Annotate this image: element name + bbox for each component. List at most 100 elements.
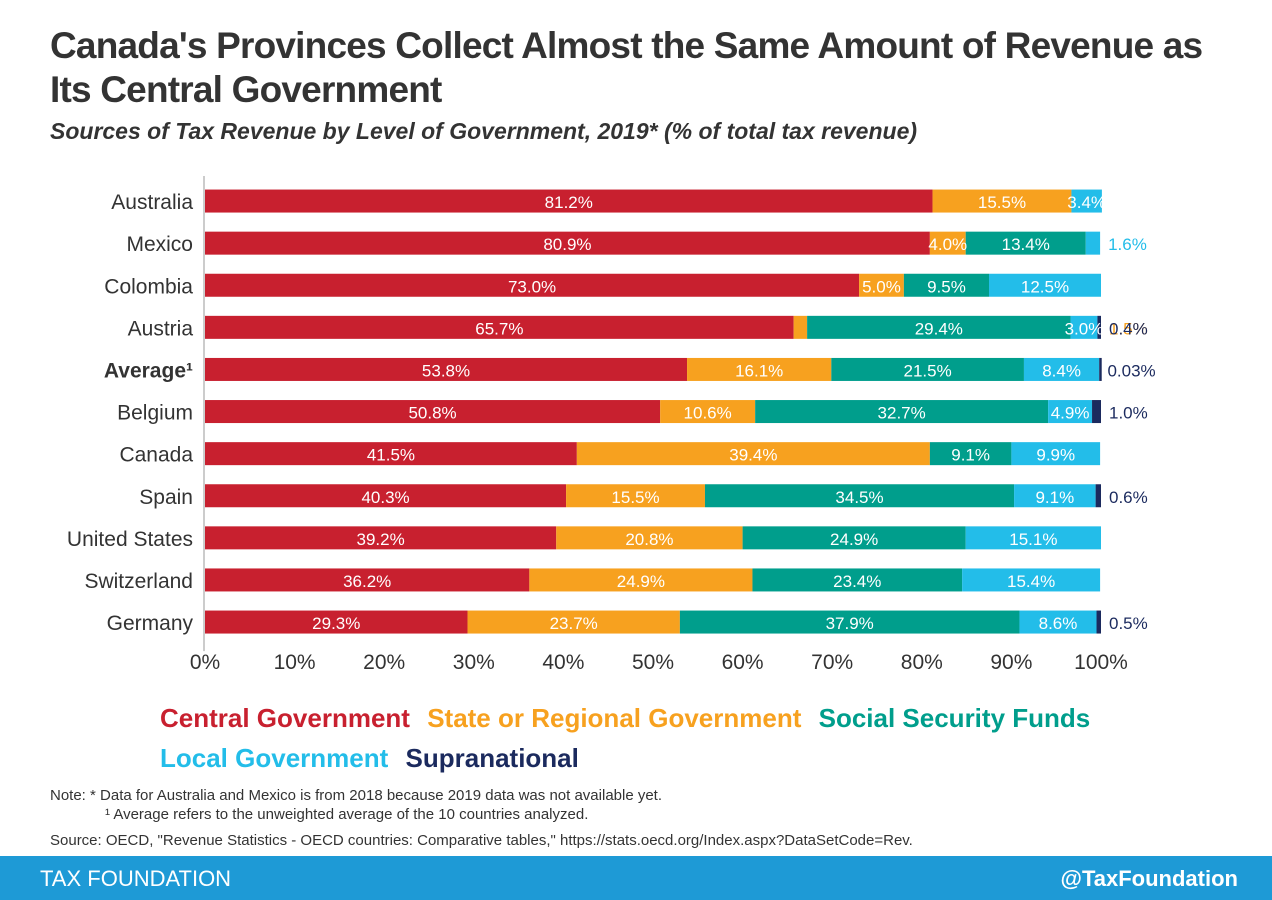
bar-central-government-austria [205, 315, 794, 339]
data-label-social-security-funds-switzerland: 23.4% [833, 572, 881, 591]
data-label-central-government-austria: 65.7% [475, 319, 523, 338]
category-label-canada: Canada [119, 444, 193, 467]
x-tick-label: 70% [811, 651, 853, 674]
bar-supranational-germany [1096, 610, 1101, 634]
x-tick-label: 90% [990, 651, 1032, 674]
data-label-central-government-switzerland: 36.2% [343, 572, 391, 591]
data-label-social-security-funds-average: 21.5% [904, 361, 952, 380]
bar-social-security-funds-canada [929, 442, 1012, 466]
footer-brand: TAX FOUNDATION [40, 866, 232, 891]
data-label-local-government-united-states: 15.1% [1009, 530, 1057, 549]
legend-social-security-funds: Social Security Funds [818, 703, 1091, 733]
bar-supranational-spain [1095, 484, 1101, 508]
bar-state-or-regional-government-canada [576, 442, 930, 466]
bar-local-government-canada [1011, 442, 1101, 466]
x-tick-label: 50% [632, 651, 674, 674]
bar-central-government-colombia [205, 273, 860, 297]
category-label-australia: Australia [111, 191, 193, 214]
data-label-supranational-austria: 0.4% [1109, 319, 1148, 338]
bar-central-government-belgium [205, 400, 661, 424]
category-label-belgium: Belgium [117, 402, 193, 425]
bar-local-government-colombia [989, 273, 1101, 297]
data-label-central-government-germany: 29.3% [312, 614, 360, 633]
x-tick-label: 80% [901, 651, 943, 674]
data-label-social-security-funds-colombia: 9.5% [927, 277, 966, 296]
chart-subtitle: Sources of Tax Revenue by Level of Gover… [50, 118, 918, 144]
category-label-mexico: Mexico [126, 233, 193, 256]
stacked-bar-chart: Australia 81.2% 15.5% 3.4% Mexico 80.9% 4.0% 13… [67, 176, 1156, 674]
bar-central-government-australia [205, 189, 933, 213]
data-label-local-government-austria: 3.0% [1065, 319, 1104, 338]
category-label-austria: Austria [128, 317, 194, 340]
x-tick-label: 10% [274, 651, 316, 674]
bar-local-government-belgium [1048, 400, 1093, 424]
chart-title: Canada's Provinces Collect Almost the Sa… [50, 25, 1203, 110]
data-label-local-government-mexico: 1.6% [1108, 235, 1147, 254]
footer-bar: TAX FOUNDATION @TaxFoundation [0, 856, 1272, 900]
footer-handle: @TaxFoundation [1060, 866, 1238, 891]
data-label-central-government-belgium: 50.8% [408, 404, 456, 423]
data-label-state-or-regional-government-germany: 23.7% [550, 614, 598, 633]
category-label-spain: Spain [139, 486, 193, 509]
bar-state-or-regional-government-switzerland [529, 568, 753, 592]
data-label-state-or-regional-government-canada: 39.4% [729, 446, 777, 465]
data-label-social-security-funds-austria: 29.4% [915, 319, 963, 338]
x-tick-label: 0% [190, 651, 220, 674]
x-tick-label: 20% [363, 651, 405, 674]
bar-supranational-austria [1097, 315, 1101, 339]
x-tick-label: 30% [453, 651, 495, 674]
data-label-central-government-canada: 41.5% [367, 446, 415, 465]
bar-social-security-funds-austria [807, 315, 1071, 339]
bar-state-or-regional-government-belgium [660, 400, 756, 424]
data-label-local-government-canada: 9.9% [1036, 446, 1075, 465]
data-label-state-or-regional-government-austria: 1.5% [1109, 319, 1148, 338]
bar-local-government-average [1023, 357, 1100, 381]
bar-state-or-regional-government-austria [793, 315, 808, 339]
data-label-central-government-average: 53.8% [422, 361, 470, 380]
bar-local-government-switzerland [962, 568, 1101, 592]
chart-legend: Central Government State or Regional Gov… [160, 698, 1120, 778]
data-label-state-or-regional-government-united-states: 20.8% [625, 530, 673, 549]
bar-social-security-funds-united-states [742, 526, 966, 550]
bar-central-government-average [205, 357, 688, 381]
bar-social-security-funds-belgium [755, 400, 1049, 424]
bar-state-or-regional-government-germany [467, 610, 680, 634]
bar-social-security-funds-spain [704, 484, 1015, 508]
bar-supranational-belgium [1092, 400, 1101, 424]
bar-central-government-united-states [205, 526, 557, 550]
data-label-social-security-funds-mexico: 13.4% [1002, 235, 1050, 254]
data-label-central-government-australia: 81.2% [545, 193, 593, 212]
data-label-central-government-united-states: 39.2% [357, 530, 405, 549]
data-label-state-or-regional-government-mexico: 4.0% [928, 235, 967, 254]
bar-local-government-spain [1014, 484, 1096, 508]
data-label-supranational-average: 0.03% [1107, 361, 1155, 380]
data-label-social-security-funds-germany: 37.9% [826, 614, 874, 633]
bar-state-or-regional-government-mexico [929, 231, 966, 255]
bar-local-government-germany [1019, 610, 1097, 634]
data-label-local-government-spain: 9.1% [1035, 488, 1074, 507]
x-tick-label: 60% [722, 651, 764, 674]
bar-state-or-regional-government-colombia [859, 273, 904, 297]
data-label-local-government-colombia: 12.5% [1021, 277, 1069, 296]
legend-state-regional-government: State or Regional Government [427, 703, 802, 733]
data-label-supranational-germany: 0.5% [1109, 614, 1148, 633]
bar-local-government-mexico [1085, 231, 1101, 255]
bar-state-or-regional-government-spain [566, 484, 705, 508]
note-average: ¹ Average refers to the unweighted avera… [105, 806, 589, 823]
note-data-year: Note: * Data for Australia and Mexico is… [50, 787, 663, 804]
bar-state-or-regional-government-united-states [556, 526, 743, 550]
category-label-average: Average¹ [104, 359, 193, 382]
data-label-state-or-regional-government-average: 16.1% [735, 361, 783, 380]
category-label-switzerland: Switzerland [84, 570, 193, 593]
chart-notes: Note: * Data for Australia and Mexico is… [50, 786, 913, 850]
bar-central-government-spain [205, 484, 567, 508]
x-tick-label: 40% [542, 651, 584, 674]
category-label-germany: Germany [107, 612, 194, 635]
data-label-local-government-switzerland: 15.4% [1007, 572, 1055, 591]
data-label-state-or-regional-government-australia: 15.5% [978, 193, 1026, 212]
data-label-social-security-funds-belgium: 32.7% [878, 404, 926, 423]
data-label-state-or-regional-government-colombia: 5.0% [862, 277, 901, 296]
data-label-social-security-funds-spain: 34.5% [835, 488, 883, 507]
bar-local-government-united-states [965, 526, 1101, 550]
category-label-colombia: Colombia [104, 275, 193, 298]
